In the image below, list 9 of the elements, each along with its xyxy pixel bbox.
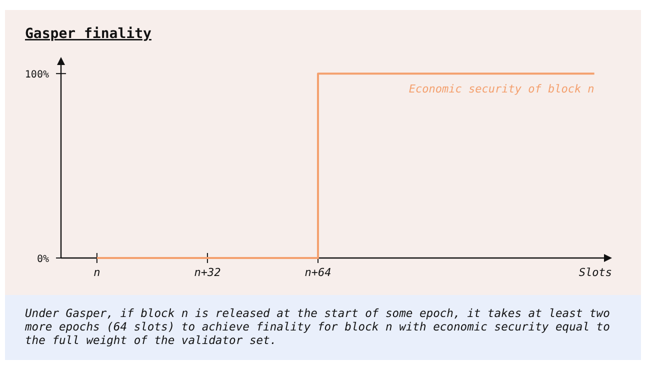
series-label: Economic security of block n xyxy=(408,82,594,96)
y-tick-label: 100% xyxy=(24,70,49,81)
x-tick-label: n+64 xyxy=(304,266,332,279)
y-tick-label: 0% xyxy=(36,254,49,265)
x-axis-title: Slots xyxy=(578,266,612,279)
x-tick-label: n xyxy=(94,266,100,279)
x-tick-label: n+32 xyxy=(194,266,222,279)
chart-title: Gasper finality xyxy=(25,26,152,42)
text: Under Gasper, if block n is released at the start of some epoch, it takes at least two more epochs (64 slots) to achieve finality for block n with economic security equal to the full weight of the validator set. xyxy=(24,307,610,347)
